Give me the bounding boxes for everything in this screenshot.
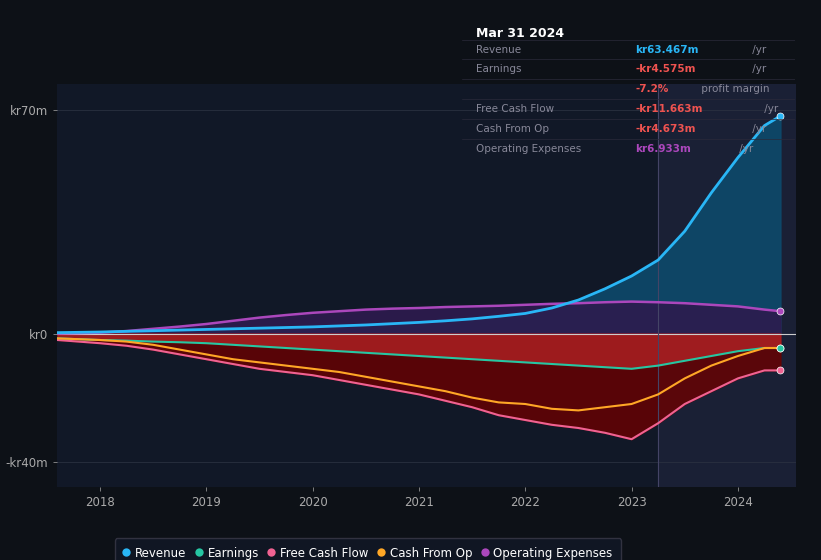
Text: kr6.933m: kr6.933m (635, 144, 691, 154)
Text: /yr: /yr (736, 144, 754, 154)
Text: -kr4.575m: -kr4.575m (635, 64, 695, 74)
Text: Mar 31 2024: Mar 31 2024 (475, 27, 564, 40)
Text: -kr4.673m: -kr4.673m (635, 124, 695, 134)
Bar (658, 84, 796, 487)
Text: kr63.467m: kr63.467m (635, 44, 699, 54)
Text: /yr: /yr (762, 104, 779, 114)
Text: /yr: /yr (749, 124, 766, 134)
Text: -7.2%: -7.2% (635, 85, 668, 95)
Legend: Revenue, Earnings, Free Cash Flow, Cash From Op, Operating Expenses: Revenue, Earnings, Free Cash Flow, Cash … (115, 539, 621, 560)
Text: Free Cash Flow: Free Cash Flow (475, 104, 553, 114)
Text: Operating Expenses: Operating Expenses (475, 144, 580, 154)
Text: /yr: /yr (749, 44, 766, 54)
Text: Revenue: Revenue (475, 44, 521, 54)
Text: /yr: /yr (749, 64, 766, 74)
Text: Cash From Op: Cash From Op (475, 124, 548, 134)
Text: -kr11.663m: -kr11.663m (635, 104, 703, 114)
Text: profit margin: profit margin (699, 85, 770, 95)
Text: Earnings: Earnings (475, 64, 521, 74)
